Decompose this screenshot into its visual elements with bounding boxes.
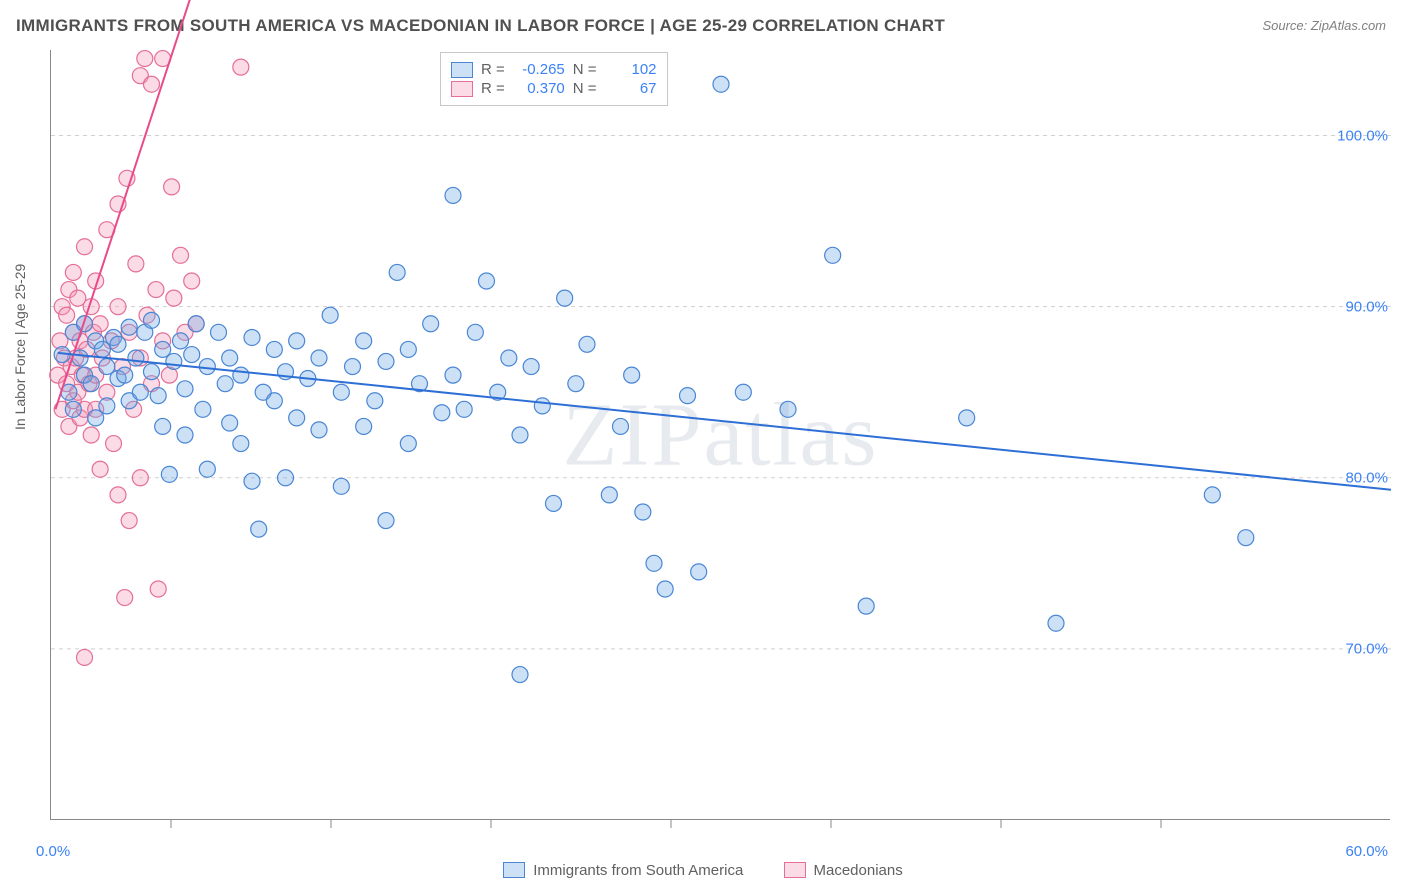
swatch-b-bottom — [784, 862, 806, 878]
series-b-name: Macedonians — [814, 862, 903, 879]
r-value-a: -0.265 — [513, 61, 565, 78]
swatch-a — [451, 62, 473, 78]
legend-row-b: R = 0.370 N = 67 — [451, 80, 657, 97]
scatter-svg — [51, 50, 1390, 819]
y-axis-label: In Labor Force | Age 25-29 — [12, 264, 28, 430]
x-min-label: 0.0% — [36, 843, 70, 860]
y-tick-label: 100.0% — [1337, 127, 1388, 144]
r-value-b: 0.370 — [513, 80, 565, 97]
y-tick-label: 70.0% — [1345, 640, 1388, 657]
x-max-label: 60.0% — [1345, 843, 1388, 860]
source-label: Source: ZipAtlas.com — [1262, 18, 1386, 33]
n-value-b: 67 — [605, 80, 657, 97]
swatch-a-bottom — [503, 862, 525, 878]
r-label: R = — [481, 80, 505, 97]
y-tick-label: 80.0% — [1345, 469, 1388, 486]
correlation-legend: R = -0.265 N = 102 R = 0.370 N = 67 — [440, 52, 668, 106]
swatch-b — [451, 81, 473, 97]
legend-row-a: R = -0.265 N = 102 — [451, 61, 657, 78]
n-label: N = — [573, 80, 597, 97]
r-label: R = — [481, 61, 505, 78]
chart-title: IMMIGRANTS FROM SOUTH AMERICA VS MACEDON… — [16, 16, 945, 36]
plot-area: ZIPatlas — [50, 50, 1390, 820]
series-legend: Immigrants from South America Macedonian… — [0, 862, 1406, 883]
series-a-name: Immigrants from South America — [533, 862, 743, 879]
n-label: N = — [573, 61, 597, 78]
legend-item-a: Immigrants from South America — [503, 862, 743, 879]
legend-item-b: Macedonians — [784, 862, 903, 879]
y-tick-label: 90.0% — [1345, 298, 1388, 315]
n-value-a: 102 — [605, 61, 657, 78]
